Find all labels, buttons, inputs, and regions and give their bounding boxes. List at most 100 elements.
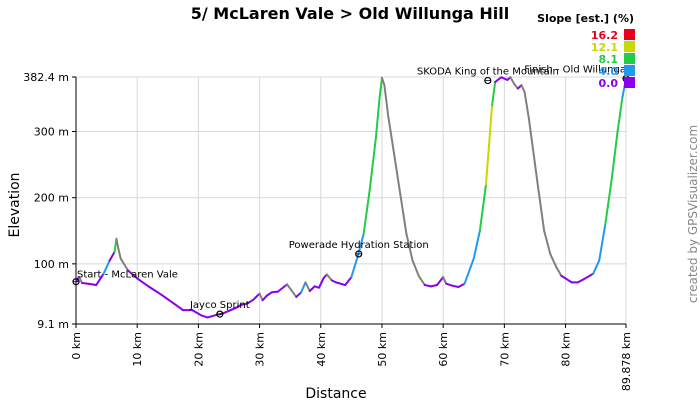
profile-segment — [78, 276, 84, 285]
profile-segment — [172, 302, 185, 312]
x-tick-label: 10 km — [131, 332, 144, 367]
x-tick-label: 60 km — [437, 332, 450, 367]
profile-segment — [380, 76, 386, 87]
profile-segment — [148, 286, 163, 296]
profile-segment — [95, 272, 105, 287]
x-tick-label: 50 km — [376, 332, 389, 367]
profile-segment — [191, 309, 203, 317]
x-tick-label: 40 km — [315, 332, 328, 367]
slope-legend: Slope [est.] (%) 16.212.18.14.00.0 — [537, 12, 635, 90]
waypoint-label: Start - McLaren Vale — [77, 270, 178, 281]
profile-segment — [592, 259, 601, 275]
profile-segment — [442, 276, 448, 285]
profile-segment — [102, 259, 111, 275]
profile-segment — [527, 117, 535, 156]
legend-swatch — [624, 29, 635, 40]
y-axis-label: Elevation — [7, 172, 23, 237]
profile-segment — [127, 269, 139, 280]
profile-segment — [399, 193, 408, 236]
profile-segment — [108, 250, 116, 262]
x-tick-label: 80 km — [560, 332, 573, 367]
profile-segment — [532, 153, 540, 193]
profile-segment — [417, 274, 426, 287]
profile-segment — [270, 290, 279, 294]
profile-segment — [304, 281, 311, 292]
profile-segment — [523, 90, 530, 120]
profile-segment — [206, 313, 218, 319]
profile-segment — [119, 257, 130, 272]
profile-segment — [411, 259, 420, 277]
waypoint-marker — [484, 76, 492, 85]
profile-segment — [286, 283, 293, 292]
profile-segment — [246, 298, 255, 305]
profile-segment — [543, 229, 552, 255]
legend-label: 4.0 — [599, 65, 619, 78]
profile-segment — [494, 76, 503, 83]
plot-area: 9.1 m 100 m 200 m 300 m 382.4 m 0 km 10 km 20 k… — [23, 65, 633, 391]
profile-segment — [598, 223, 607, 262]
profile-segment — [350, 256, 359, 279]
credit-text: created by GPSVisualizer.com — [686, 125, 700, 303]
x-axis-label: Distance — [305, 386, 366, 400]
legend-label: 0.0 — [599, 77, 619, 90]
profile-segment — [234, 303, 243, 310]
waypoint-label: Finish - Old Willunga — [524, 65, 626, 76]
profile-segment — [290, 289, 298, 298]
x-tick-label: 30 km — [254, 332, 267, 367]
profile-segment — [81, 282, 90, 285]
x-tick-label: 0 km — [70, 332, 83, 360]
waypoint-label: Jayco Sprint — [189, 300, 250, 311]
profile-segment — [383, 84, 390, 116]
profile-segment — [555, 266, 563, 277]
x-tick-label: 70 km — [498, 332, 511, 367]
y-tick-label: 100 m — [34, 258, 69, 271]
profile-segment — [227, 307, 237, 312]
profile-segment — [252, 292, 261, 301]
profile-segment — [317, 276, 325, 289]
profile-segment — [87, 282, 98, 287]
profile-segment — [445, 282, 454, 287]
profile-segment — [261, 294, 268, 302]
profile-segment — [537, 190, 546, 232]
profile-segment — [564, 277, 573, 284]
waypoint-marker — [355, 250, 363, 258]
profile-segment — [378, 76, 383, 100]
profile-segment — [604, 180, 613, 226]
profile-segment — [200, 314, 209, 319]
y-tick-label: 300 m — [34, 126, 69, 139]
profile-segment — [136, 277, 151, 289]
profile-segment — [295, 291, 303, 298]
legend-swatch — [624, 77, 635, 88]
profile-segment — [576, 278, 585, 284]
profile-segment — [549, 252, 558, 269]
y-tick-label: 382.4 m — [23, 71, 69, 84]
profile-segment — [387, 113, 396, 156]
profile-segment — [117, 246, 122, 260]
legend-swatch — [624, 53, 635, 64]
profile-segment — [520, 84, 526, 93]
x-tick-label: 20 km — [192, 332, 205, 367]
profile-segment — [308, 285, 316, 292]
legend-label: 8.1 — [599, 53, 619, 66]
waypoint-marker — [72, 278, 80, 286]
profile-segment — [485, 143, 491, 186]
profile-segment — [509, 76, 516, 85]
waypoint-label: SKODA King of the Mountain — [417, 67, 559, 78]
profile-segment — [436, 276, 445, 287]
profile-segment — [457, 282, 466, 289]
profile-segment — [405, 233, 414, 262]
profile-segment — [610, 130, 619, 183]
profile-segment — [240, 302, 249, 306]
profile-segment — [344, 276, 353, 287]
profile-segment — [582, 272, 595, 281]
y-tick-label: 9.1 m — [37, 318, 69, 331]
x-tick-label: 89.878 km — [620, 332, 633, 391]
profile-segment — [393, 153, 402, 196]
profile-segment — [472, 229, 481, 260]
profile-segment — [258, 292, 264, 302]
profile-segment — [616, 96, 624, 133]
profile-segment — [300, 281, 307, 294]
legend-swatch — [624, 41, 635, 52]
